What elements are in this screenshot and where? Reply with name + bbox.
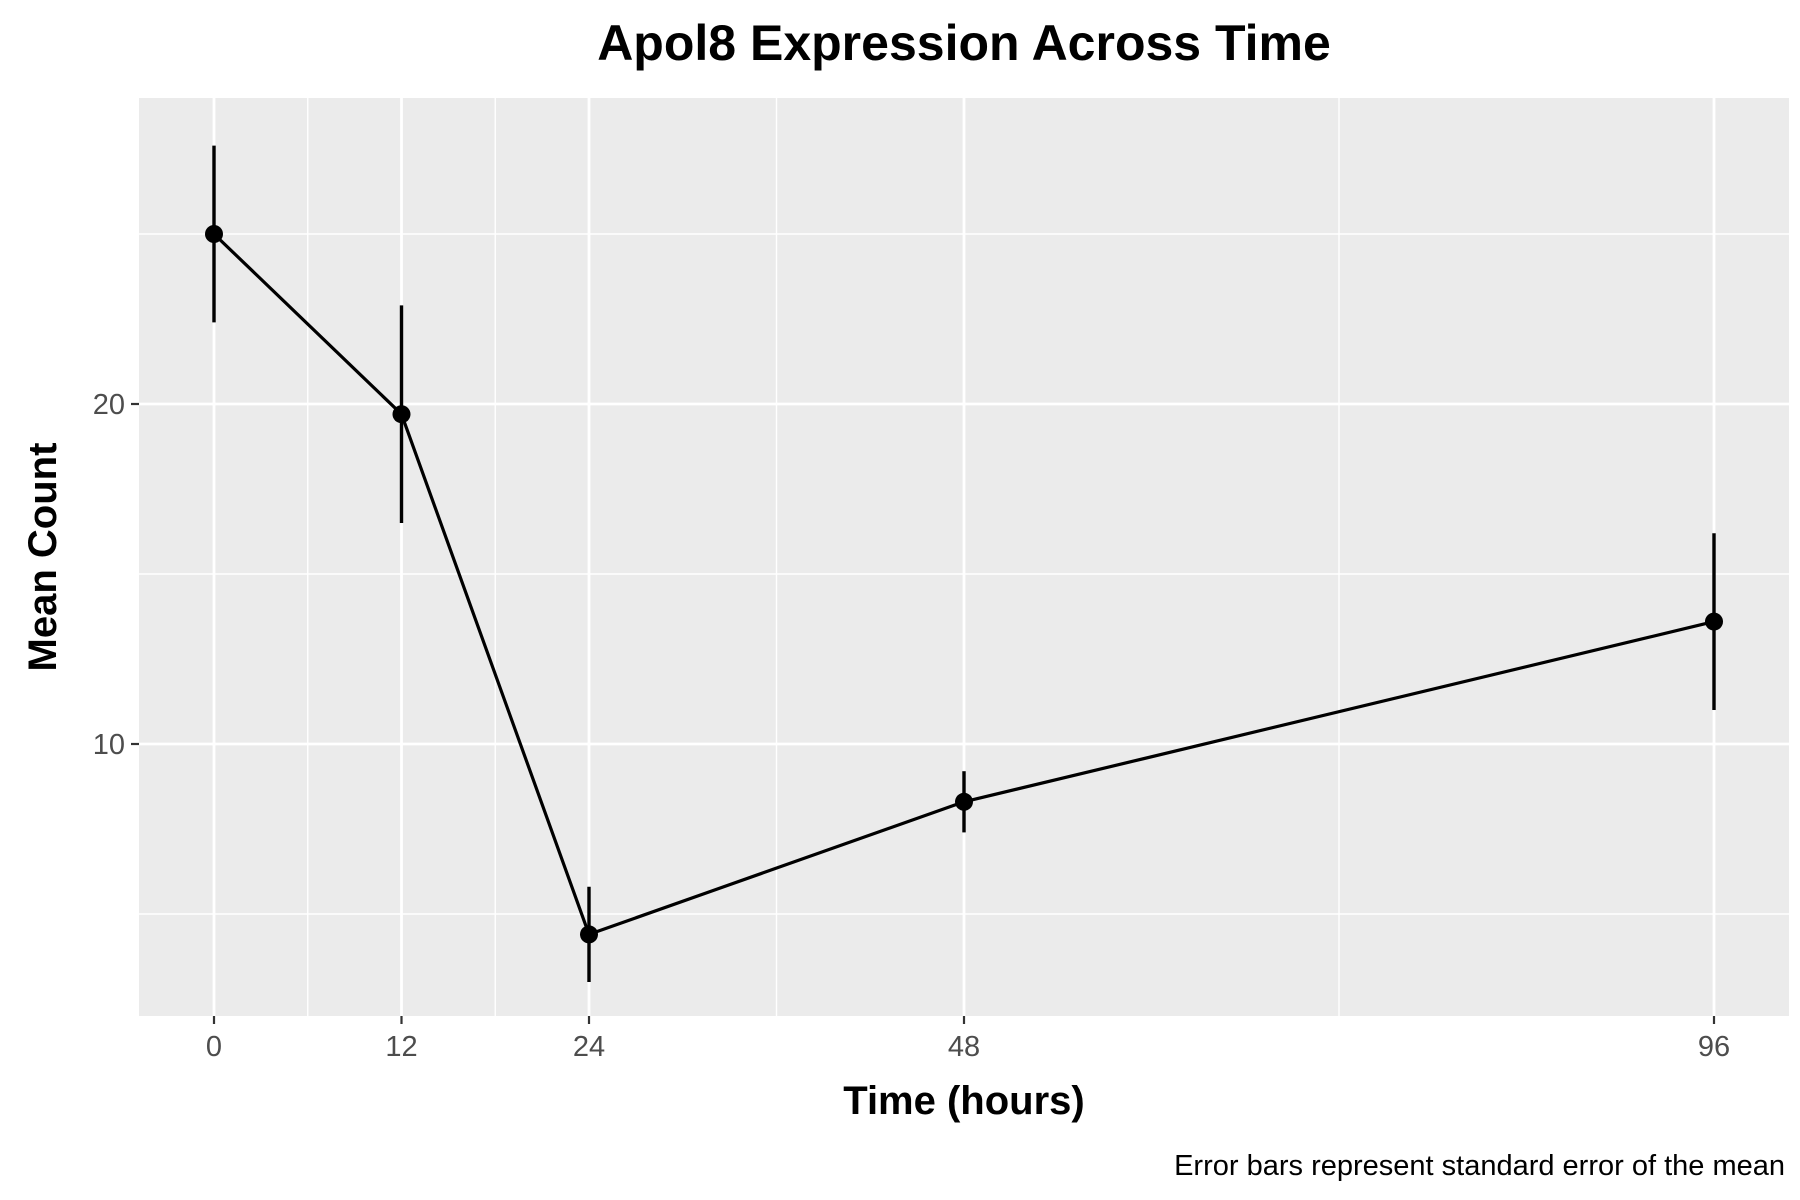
x-tick-label: 96 xyxy=(1698,1031,1730,1063)
y-tick-label: 10 xyxy=(93,729,125,761)
chart-caption: Error bars represent standard error of t… xyxy=(1174,1150,1785,1182)
data-point xyxy=(955,792,973,811)
y-axis-title: Mean Count xyxy=(21,443,65,672)
chart-title: Apol8 Expression Across Time xyxy=(597,15,1331,71)
x-tick-label: 0 xyxy=(206,1031,222,1063)
y-tick-label: 20 xyxy=(93,389,125,421)
x-tick-label: 48 xyxy=(948,1031,980,1063)
x-axis-title: Time (hours) xyxy=(843,1079,1085,1123)
data-point xyxy=(392,405,411,424)
y-axis: 10 20 xyxy=(93,389,139,761)
data-point xyxy=(1705,612,1723,631)
x-tick-label: 12 xyxy=(385,1031,417,1063)
data-point xyxy=(205,225,223,243)
data-point xyxy=(580,925,598,944)
series-layer xyxy=(205,145,1723,982)
x-tick-label: 24 xyxy=(573,1031,605,1063)
x-axis: 0 12 24 48 96 xyxy=(206,1016,1730,1063)
